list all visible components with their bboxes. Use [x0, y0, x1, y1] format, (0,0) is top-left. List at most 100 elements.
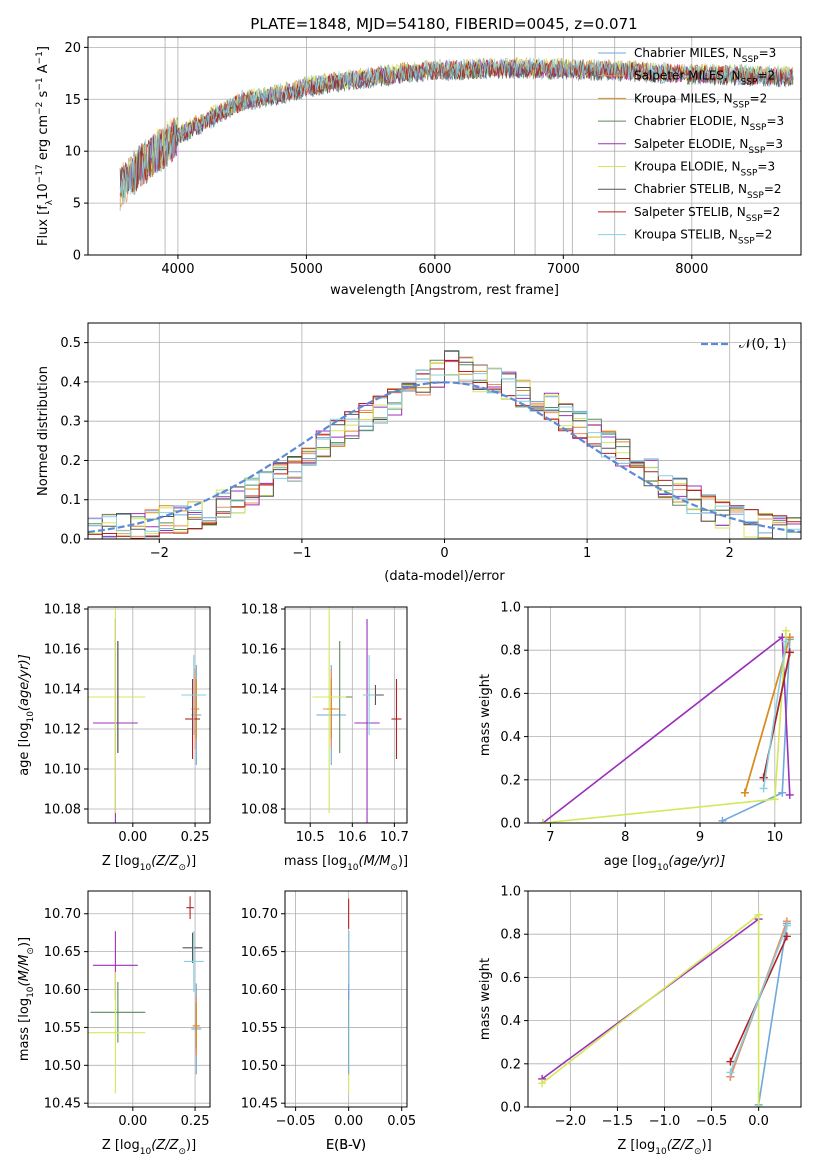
y-tick-label: 0.2 [500, 1057, 521, 1072]
legend-entry: Chabrier ELODIE, NSSP=3 [634, 114, 784, 133]
y-axis-label: age [log10(age/yr)] [17, 654, 36, 776]
histogram-series [88, 367, 801, 539]
x-tick-label: 0.25 [181, 1114, 210, 1129]
plot-area [88, 607, 207, 823]
axes-frame [527, 606, 802, 824]
label-part: Z [log [102, 854, 140, 869]
x-tick-label: −2 [150, 546, 169, 561]
histogram-series [88, 359, 801, 539]
y-axis-label: mass [log10(M/M⊙)] [17, 937, 36, 1061]
x-tick-label: 8 [621, 830, 629, 845]
x-tick-label: 4000 [161, 262, 194, 277]
label-part: Salpeter STELIB, N [634, 205, 746, 219]
label-part: =2 [757, 69, 775, 83]
x-axis-label: E(B-V) [326, 1138, 366, 1153]
x-tick-label: 7 [546, 830, 554, 845]
y-tick-label: 0.0 [60, 533, 81, 548]
x-tick-label: −0.05 [276, 1114, 316, 1129]
y-axis-label: mass weight [478, 674, 493, 756]
legend-entry: Kroupa STELIB, NSSP=2 [634, 228, 772, 247]
y-tick-label: 0.5 [60, 336, 81, 351]
y-tick-label: 0.6 [500, 971, 521, 986]
label-part: SSP [733, 100, 750, 110]
y-tick-label: 10.14 [241, 683, 278, 698]
y-tick-label: 10 [64, 145, 81, 160]
label-part: =2 [750, 91, 768, 105]
x-tick-label: 2 [726, 546, 734, 561]
label-part: Chabrier STELIB, N [634, 182, 747, 196]
y-tick-label: 10.12 [241, 723, 278, 738]
label-part: =2 [764, 182, 782, 196]
x-tick-label: −0.5 [696, 1114, 728, 1129]
plot-area [538, 626, 794, 823]
y-tick-label: 0.8 [500, 928, 521, 943]
label-part: Chabrier ELODIE, N [634, 114, 750, 128]
x-axis-label: Z [log10(Z/Z⊙)] [102, 854, 196, 873]
axes-frame [284, 606, 408, 824]
label-part: )] [702, 1138, 712, 1153]
y-tick-label: 5 [73, 197, 81, 212]
y-tick-label: 10.50 [44, 1059, 81, 1074]
label-part: wavelength [Angstrom, rest frame] [330, 283, 559, 298]
panel-histogram: −2 −1 0 1 2 0.0 0.1 0.2 0.3 0.4 0.5 𝒩(0, 1) (data-mo… [36, 322, 802, 584]
y-tick-label: 0.6 [500, 687, 521, 702]
panel-age_vs_mass: 10.5 10.6 10.7 10.08 10.10 10.12 10.14 10.16 10.… [241, 603, 409, 874]
axes-frame [87, 36, 802, 256]
label-part: Salpeter ELODIE, N [634, 137, 748, 151]
grid [285, 891, 407, 1107]
y-tick-label: 0.2 [500, 773, 521, 788]
y-tick-label: 10.16 [44, 643, 81, 658]
y-tick-label: 10.55 [241, 1021, 278, 1036]
y-tick-label: 10.60 [241, 983, 278, 998]
spectrum-line [119, 57, 794, 205]
x-tick-label: 7000 [547, 262, 580, 277]
x-tick-label: 0.0 [748, 1114, 769, 1129]
label-part: )] [186, 1138, 196, 1153]
y-tick-label: 10.70 [241, 907, 278, 922]
label-part: =2 [755, 228, 773, 242]
y-tick-label: 10.60 [44, 983, 81, 998]
legend-entry: Salpeter ELODIE, NSSP=3 [634, 137, 783, 156]
label-part: )] [17, 937, 32, 947]
y-tick-label: 10.18 [44, 603, 81, 618]
x-tick-label: 0.00 [118, 1114, 147, 1129]
label-part: SSP [748, 146, 765, 156]
label-part: =3 [757, 160, 775, 174]
mass-weight-line [729, 925, 788, 1073]
label-part: Kroupa STELIB, N [634, 228, 738, 242]
label-part: ⊙ [178, 1147, 186, 1157]
label-part: SSP [746, 214, 763, 224]
y-tick-label: 0.4 [500, 730, 521, 745]
label-part: −2 [35, 102, 45, 115]
x-tick-label: 10 [767, 830, 784, 845]
label-part: =3 [765, 137, 783, 151]
legend-entry: Salpeter STELIB, NSSP=2 [634, 205, 780, 224]
x-axis-label: Z [log10(Z/Z⊙)] [102, 1138, 196, 1157]
y-tick-label: 0.1 [60, 493, 81, 508]
label-part: −17 [35, 164, 45, 183]
label-part: mass [log [284, 854, 347, 869]
x-tick-label: 10.6 [338, 830, 367, 845]
mass-weight-line [762, 641, 787, 789]
label-part: SSP [747, 191, 764, 201]
y-axis-label: Normed distribution [36, 366, 51, 496]
x-tick-label: 1 [583, 546, 591, 561]
label-part: 10 [26, 986, 36, 998]
y-tick-label: 10.10 [241, 763, 278, 778]
y-tick-label: 0 [73, 249, 81, 264]
x-tick-label: 0 [440, 546, 448, 561]
y-tick-label: 10.45 [241, 1097, 278, 1112]
panel-mass_vs_Z: 0.00 0.25 10.45 10.50 10.55 10.60 10.65 10.70 Z … [17, 890, 211, 1157]
plot-area [88, 350, 801, 539]
grid [285, 607, 407, 823]
y-axis-label: mass weight [478, 958, 493, 1040]
label-part: SSP [750, 123, 767, 133]
y-tick-label: 10.10 [44, 763, 81, 778]
label-part: 10 [26, 711, 36, 723]
label-part: age [log [604, 854, 657, 869]
panel-mass_vs_ebv: −0.05 0.00 0.05 10.45 10.50 10.55 10.60 10.65 10… [241, 890, 416, 1153]
label-part: ] [36, 46, 51, 51]
mass-weight-line [542, 635, 791, 823]
y-tick-label: 10.45 [44, 1097, 81, 1112]
